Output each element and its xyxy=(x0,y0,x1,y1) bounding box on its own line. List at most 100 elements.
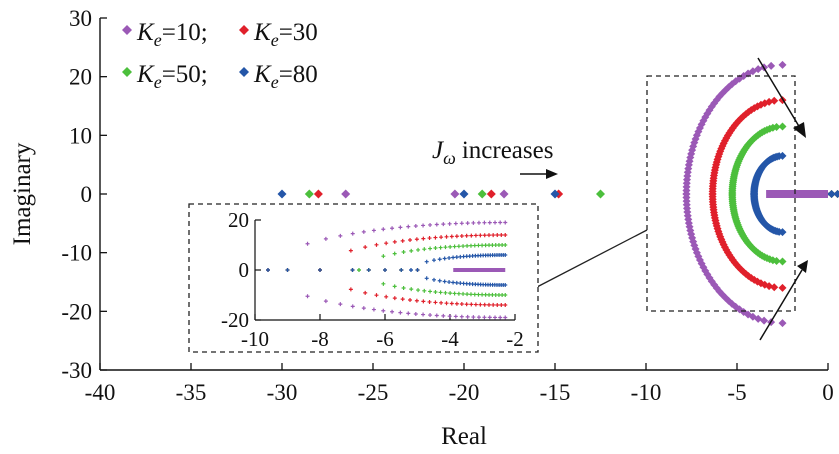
inset-frame xyxy=(188,203,539,353)
y-tick-label: 0 xyxy=(81,182,93,207)
zoom-box xyxy=(646,75,796,312)
inset-x-tick-label: -8 xyxy=(311,327,329,351)
inset-point-ke30 xyxy=(392,239,397,244)
y-tick-label: 10 xyxy=(69,123,92,148)
point-ke10 xyxy=(760,316,769,325)
inset-point-ke50 xyxy=(392,284,397,289)
x-tick-label: -5 xyxy=(727,380,746,405)
x-tick-label: -10 xyxy=(631,380,662,405)
inset-point-ke10 xyxy=(493,220,498,225)
inset-point-ke30 xyxy=(464,233,469,238)
svg-text:Ke=80: Ke=80 xyxy=(253,61,318,92)
legend-marker-ke10 xyxy=(122,25,132,35)
inset-point-ke50 xyxy=(487,243,492,248)
legend-entry-ke10: Ke=10; xyxy=(122,19,208,50)
inset-point-ke50 xyxy=(381,254,386,259)
inset-point-ke50 xyxy=(468,243,473,248)
inset-point-ke50 xyxy=(472,292,477,297)
inset-point-ke80 xyxy=(437,278,442,283)
inset-point-ke10 xyxy=(482,220,487,225)
point-ke80 xyxy=(459,189,469,199)
inset-point-ke30 xyxy=(478,302,483,307)
inset-x-tick-label: -4 xyxy=(441,327,459,351)
point-ke10 xyxy=(450,189,460,199)
inset-point-ke50 xyxy=(409,248,414,253)
jw-annotation: Jω increases xyxy=(432,137,553,168)
inset-point-ke10 xyxy=(323,236,328,241)
inset-point-ke10 xyxy=(305,294,310,299)
inset-point-ke10 xyxy=(323,299,328,304)
inset-point-ke10 xyxy=(434,313,439,318)
inset-point-ke10 xyxy=(471,315,476,320)
inset-point-ke10 xyxy=(498,315,503,320)
inset-point-ke30 xyxy=(348,248,353,253)
inset-point-ke10 xyxy=(441,313,446,318)
svg-text:Ke=50;: Ke=50; xyxy=(136,61,208,92)
point-ke50 xyxy=(768,123,777,132)
inset-y-tick-label: -20 xyxy=(221,308,249,332)
inset-point-ke80 xyxy=(266,268,270,272)
inset-point-ke10 xyxy=(390,226,395,231)
inset-point-ke10 xyxy=(465,221,470,226)
inset-point-ke50 xyxy=(452,244,457,249)
inset-point-ke50 xyxy=(428,289,433,294)
inset-point-ke80 xyxy=(503,253,508,257)
point-ke50 xyxy=(778,122,787,131)
inset-point-ke30 xyxy=(503,233,508,237)
inset-point-ke10 xyxy=(421,312,426,317)
inset-point-ke30 xyxy=(473,302,478,307)
inset-point-ke10 xyxy=(428,222,433,227)
inset-point-ke50 xyxy=(483,292,488,297)
inset-point-ke30 xyxy=(469,233,474,238)
inset-point-ke50 xyxy=(448,244,453,249)
inset-point-ke50 xyxy=(428,246,433,251)
inset-point-ke30 xyxy=(427,299,432,304)
inset-point-ke10 xyxy=(498,220,503,225)
inset-point-ke50 xyxy=(483,243,488,248)
inset-point-ke80 xyxy=(454,255,459,260)
inset-point-ke80 xyxy=(409,268,413,272)
legend-entry-ke50: Ke=50; xyxy=(122,61,208,92)
inset-x-tick-label: -2 xyxy=(506,327,524,351)
inset-point-ke30 xyxy=(454,301,459,306)
inset-point-ke80 xyxy=(424,259,429,264)
inset-point-ke30 xyxy=(486,233,491,238)
inset-point-ke10 xyxy=(305,241,310,246)
inset-point-ke30 xyxy=(384,241,389,246)
inset-point-ke10 xyxy=(406,224,411,229)
inset-point-ke50 xyxy=(401,285,406,290)
inset-point-ke10 xyxy=(381,227,386,232)
inset-point-ke30 xyxy=(433,235,438,240)
inset-point-ke50 xyxy=(357,268,361,272)
x-tick-label: -25 xyxy=(358,380,389,405)
inset-point-ke30 xyxy=(464,302,469,307)
inset-point-ke10 xyxy=(487,220,492,225)
inset-point-ke50 xyxy=(480,243,485,248)
legend-marker-ke30 xyxy=(239,25,249,35)
legend-marker-ke50 xyxy=(122,67,132,77)
point-ke10 xyxy=(341,189,351,199)
inset-point-ke80 xyxy=(451,255,456,260)
inset-point-ke80 xyxy=(442,279,447,284)
inset-point-ke30 xyxy=(469,302,474,307)
point-ke80 xyxy=(750,190,759,198)
x-tick-label: -40 xyxy=(85,380,116,405)
inset-point-ke30 xyxy=(491,302,496,307)
inset-point-ke80 xyxy=(424,276,429,281)
inset-point-ke30 xyxy=(459,233,464,238)
inset-point-ke30 xyxy=(363,245,368,250)
inset-x-ticks: -10 -8 -6 -4 -2 xyxy=(241,314,524,351)
svg-text:Ke=10;: Ke=10; xyxy=(136,19,208,50)
point-ke10 xyxy=(682,190,691,198)
inset-point-ke30 xyxy=(427,236,432,241)
inset-point-ke10 xyxy=(453,314,458,319)
inset-point-ke10 xyxy=(465,314,470,319)
inset-x-tick-label: -6 xyxy=(376,327,394,351)
inset-y-ticks: 20 0 -20 xyxy=(221,208,261,332)
inset-point-ke10 xyxy=(503,220,508,225)
x-tick-label: -15 xyxy=(540,380,571,405)
inset-point-ke10 xyxy=(381,308,386,313)
inset-point-ke30 xyxy=(374,242,379,247)
inset-point-ke30 xyxy=(482,302,487,307)
